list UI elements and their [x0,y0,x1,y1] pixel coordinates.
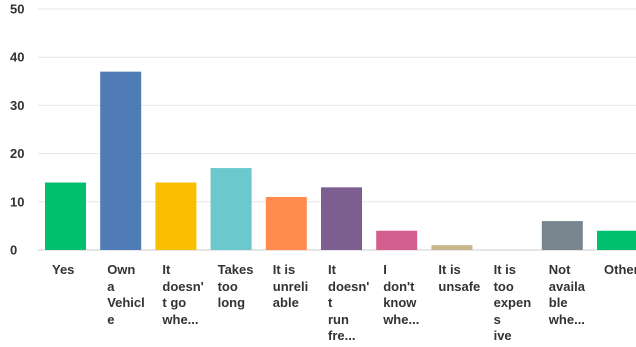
x-tick-label: Takes too long [218,262,262,312]
x-tick-label: Not availa ble whe... [549,262,593,328]
x-tick-label-line: It [328,262,336,277]
x-tick-label-line: I [383,262,387,277]
x-tick-label-line: doesn' [162,278,204,294]
y-tick-label: 10 [10,194,24,209]
bar[interactable] [265,196,307,250]
x-tick-label-line: don't [383,278,415,294]
x-tick-label-line: t go [162,295,187,310]
x-tick-label-line: It is [272,262,296,277]
x-tick-label-line: whe... [548,311,585,327]
x-tick-label-line: Not [548,262,571,277]
bar[interactable] [210,168,252,250]
x-tick-label: It is too expens ive [494,262,538,345]
x-tick-label-line: Vehicl [107,295,145,310]
x-tick-label-line: t [328,295,333,310]
y-axis-ticks: 0 10 20 30 40 50 [10,2,24,258]
x-tick-label-line: unsafe [438,278,481,294]
x-tick-label: It doesn' t run fre... [328,262,372,345]
x-tick-label-line: Other [604,262,636,277]
x-axis-labels: Yes Own a Vehicl e It doesn' t go whe... Takes too… [0,262,636,347]
x-tick-label-line: too [493,278,514,294]
x-tick-label-line: fre... [328,328,356,343]
x-tick-label-line: run [328,311,349,327]
x-tick-label-line: It is [493,262,516,277]
x-tick-label: It is unsafe [438,262,482,295]
bars [45,71,636,250]
x-tick-label: Own a Vehicl e [107,262,151,328]
x-tick-label-line: Yes [52,262,75,277]
x-tick-label-line: ble [548,295,568,310]
x-tick-label-line: whe... [162,311,199,327]
x-tick-label-line: Own [107,262,136,277]
y-tick-label: 0 [10,243,17,258]
y-tick-label: 50 [10,2,24,17]
x-tick-label: Other [604,262,636,279]
x-tick-label-line: know [383,295,417,310]
x-tick-label: It is unreli able [273,262,317,312]
x-tick-label-line: a [107,278,115,294]
x-tick-label: It doesn' t go whe... [162,262,206,328]
x-tick-label-line: doesn' [328,278,370,294]
y-tick-label: 30 [10,98,24,113]
x-tick-label: Yes [52,262,96,279]
y-tick-label: 20 [10,146,24,161]
bar[interactable] [100,71,142,250]
x-tick-label-line: unreli [272,278,309,294]
bar[interactable] [321,187,362,250]
x-tick-label-line: e [107,311,115,327]
bar[interactable] [597,230,636,250]
x-tick-label-line: long [217,295,246,310]
x-tick-label-line: expens [493,295,532,327]
x-tick-label-line: It is [438,262,461,277]
bar[interactable] [431,245,473,250]
bar[interactable] [376,230,418,250]
bar[interactable] [155,182,197,250]
x-tick-label-line: able [272,295,299,310]
x-tick-label-line: whe... [383,311,420,327]
bar[interactable] [541,221,583,250]
x-tick-label-line: It [162,262,171,277]
x-tick-label-line: availa [548,278,585,294]
y-tick-label: 40 [10,50,24,65]
x-tick-label-line: Takes [217,262,254,277]
x-tick-label-line: ive [493,328,512,343]
bar[interactable] [45,182,86,250]
x-tick-label-line: too [217,278,238,294]
